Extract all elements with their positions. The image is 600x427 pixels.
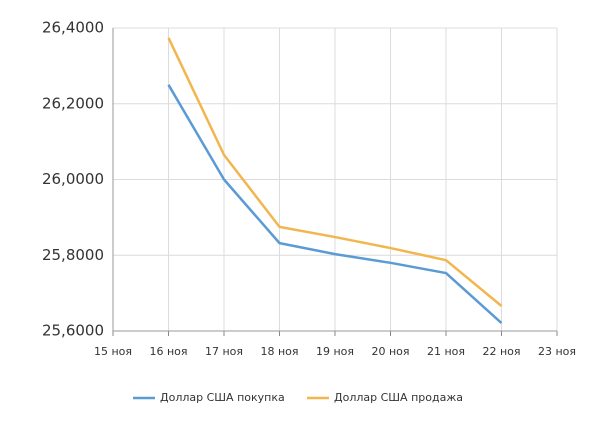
y-tick-label: 26,0000 [42,170,104,188]
x-tick-label: 23 ноя [538,345,576,358]
y-tick-label: 26,2000 [42,94,104,112]
x-tick-label: 17 ноя [205,345,243,358]
x-tick-label: 22 ноя [482,345,520,358]
x-tick-label: 19 ноя [316,345,354,358]
x-tick-label: 16 ноя [149,345,187,358]
legend-label: Доллар США продажа [334,391,463,404]
x-tick-label: 21 ноя [427,345,465,358]
y-tick-label: 25,8000 [42,246,104,264]
x-tick-label: 15 ноя [94,345,132,358]
series-line [167,84,503,324]
y-tick-label: 26,4000 [42,19,104,37]
x-tick-label: 20 ноя [371,345,409,358]
legend-label: Доллар США покупка [160,391,285,404]
series-line [167,37,503,307]
y-tick-label: 25,6000 [42,322,104,340]
x-tick-label: 18 ноя [260,345,298,358]
